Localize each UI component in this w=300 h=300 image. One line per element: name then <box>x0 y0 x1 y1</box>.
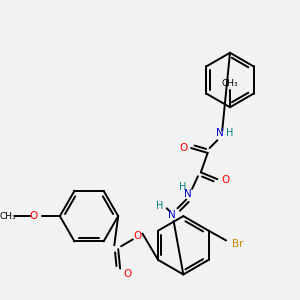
Text: H: H <box>226 128 234 139</box>
Text: Br: Br <box>232 239 244 249</box>
Text: H: H <box>156 201 164 212</box>
Text: O: O <box>29 211 38 221</box>
Text: O: O <box>179 143 188 153</box>
Text: N: N <box>184 189 192 199</box>
Text: O: O <box>134 231 142 241</box>
Text: CH₃: CH₃ <box>0 212 16 220</box>
Text: CH₃: CH₃ <box>222 80 238 88</box>
Text: H: H <box>179 182 186 192</box>
Text: O: O <box>124 269 132 279</box>
Text: O: O <box>221 175 229 185</box>
Text: N: N <box>168 210 176 220</box>
Text: N: N <box>216 128 224 139</box>
